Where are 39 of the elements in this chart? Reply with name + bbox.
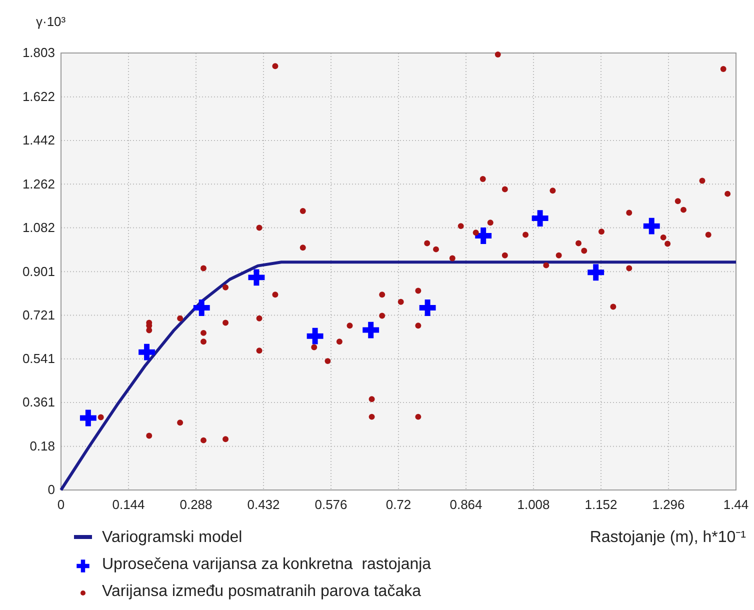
point xyxy=(138,344,155,360)
point xyxy=(532,210,548,227)
line-series xyxy=(60,260,738,492)
y-tick-label: 1.262 xyxy=(22,176,55,192)
x-tick-label: 1.152 xyxy=(584,497,618,512)
y-tick-label: 1.803 xyxy=(22,45,55,60)
x-tick-label: 0.576 xyxy=(314,497,348,512)
x-tick-label: 0.72 xyxy=(386,497,412,512)
y-tick-label: 1.082 xyxy=(22,220,55,235)
legend-label: Varijansa između posmatranih parova tačaka xyxy=(102,583,422,600)
y-tick-label: 0.541 xyxy=(22,351,55,366)
point xyxy=(588,264,604,281)
point xyxy=(306,328,324,344)
y-tick-label: 0.901 xyxy=(22,264,55,279)
x-tick-label: 0 xyxy=(57,497,65,512)
x-tick-label: 0.864 xyxy=(450,497,482,512)
point xyxy=(248,269,265,286)
point xyxy=(193,300,210,316)
y-tick-label: 0.18 xyxy=(30,438,55,454)
y-tick-label: 1.442 xyxy=(22,132,55,148)
point xyxy=(80,410,96,426)
y-tick-label: 0 xyxy=(48,482,55,498)
x-tick-label: 0.144 xyxy=(112,497,145,512)
y-axis-title: γ·10³ xyxy=(36,14,66,29)
y-tick-label: 1.622 xyxy=(22,89,55,104)
x-tick-label: 0.288 xyxy=(180,497,212,512)
x-tick-label: 1.008 xyxy=(517,497,550,512)
x-tick-label: 0.432 xyxy=(247,497,280,512)
point xyxy=(362,322,380,338)
point xyxy=(475,228,492,244)
point xyxy=(419,300,436,316)
y-tick-label: 0.721 xyxy=(22,307,55,322)
legend-label: Variogramski model xyxy=(102,529,242,546)
x-axis-title: Rastojanje (m), h*10⁻¹ xyxy=(590,529,746,546)
x-tick-label: 1.296 xyxy=(652,497,685,512)
y-tick-label: 0.361 xyxy=(22,394,55,410)
x-tick-label: 1.44 xyxy=(723,497,749,512)
legend-label: Uprosečena varijansa za konkretna rastojanja xyxy=(102,556,432,573)
point xyxy=(643,218,660,234)
